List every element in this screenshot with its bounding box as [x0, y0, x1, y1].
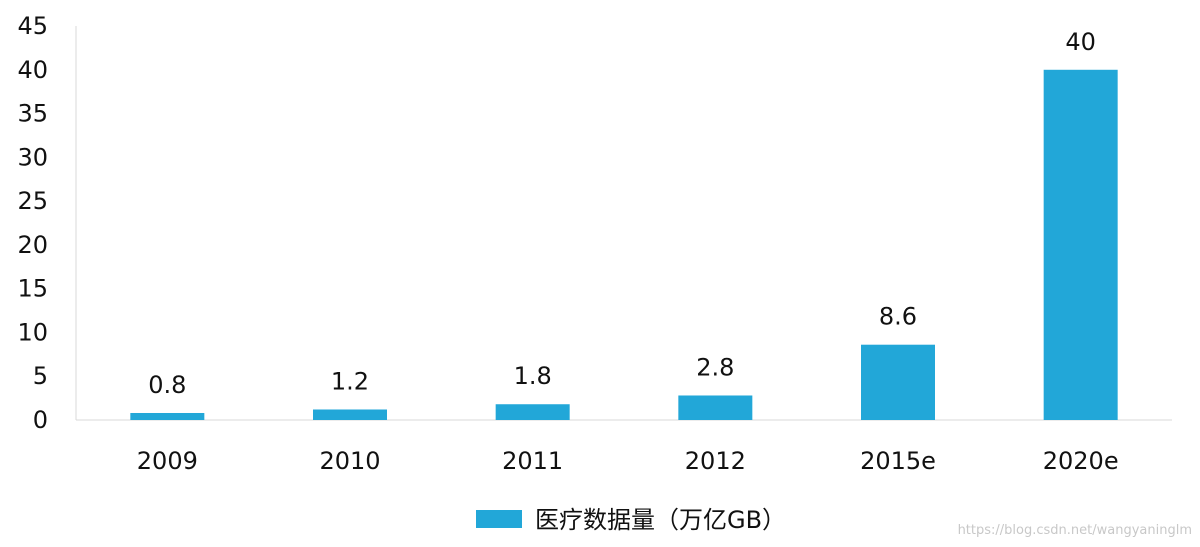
data-label: 1.8 [514, 362, 552, 390]
y-tick-label: 15 [17, 275, 48, 303]
bar-2010 [313, 409, 387, 420]
x-tick-label: 2009 [137, 447, 198, 475]
legend: 医疗数据量（万亿GB） [476, 506, 786, 534]
y-tick-label: 40 [17, 56, 48, 84]
y-tick-label: 35 [17, 100, 48, 128]
y-tick-label: 10 [17, 318, 48, 346]
y-tick-label: 20 [17, 231, 48, 259]
y-tick-label: 30 [17, 143, 48, 171]
x-tick-label: 2012 [685, 447, 746, 475]
data-label: 0.8 [148, 371, 186, 399]
data-label: 40 [1065, 28, 1096, 56]
y-tick-label: 5 [33, 362, 48, 390]
bars-group [130, 69, 1118, 421]
x-tick-label: 2015e [860, 447, 936, 475]
x-axis-tick-labels: 2009 2010 2011 2012 2015e 2020e [137, 447, 1119, 475]
data-label: 2.8 [696, 353, 734, 381]
bar-2009 [130, 412, 205, 420]
y-axis-tick-labels: 0 5 10 15 20 25 30 35 40 45 [17, 12, 48, 434]
y-tick-label: 45 [17, 12, 48, 40]
data-label: 1.2 [331, 367, 369, 395]
y-tick-label: 25 [17, 187, 48, 215]
bar-2012 [678, 395, 753, 420]
x-tick-label: 2010 [319, 447, 380, 475]
legend-label: 医疗数据量（万亿GB） [535, 506, 786, 534]
x-tick-label: 2011 [502, 447, 563, 475]
bar-2020e [1043, 69, 1118, 421]
legend-swatch [476, 510, 522, 528]
y-tick-label: 0 [33, 406, 48, 434]
x-tick-label: 2020e [1043, 447, 1119, 475]
data-label: 8.6 [879, 303, 917, 331]
bar-2015e [861, 344, 935, 420]
watermark-text: https://blog.csdn.net/wangyaninglm [958, 523, 1192, 538]
bar-2011 [495, 404, 570, 420]
data-labels-group: 0.8 1.2 1.8 2.8 8.6 40 [148, 28, 1096, 399]
